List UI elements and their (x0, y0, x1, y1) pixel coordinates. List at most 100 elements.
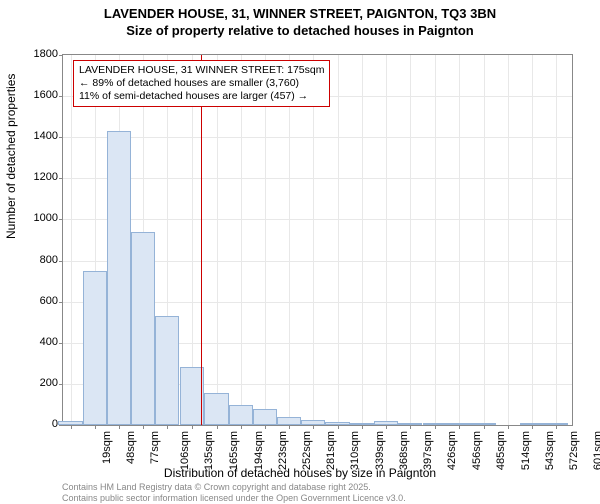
x-tick-mark (484, 425, 485, 429)
y-tick-mark (59, 261, 63, 262)
histogram-bar (58, 421, 82, 425)
x-tick-label: 48sqm (125, 431, 137, 464)
x-tick-label: 194sqm (253, 431, 265, 470)
y-tick-mark (59, 343, 63, 344)
gridline-v (435, 55, 436, 425)
x-tick-mark (435, 425, 436, 429)
gridline-v (386, 55, 387, 425)
x-tick-label: 485sqm (495, 431, 507, 470)
x-tick-mark (95, 425, 96, 429)
y-tick-label: 1600 (18, 89, 58, 101)
gridline-v (556, 55, 557, 425)
x-tick-mark (143, 425, 144, 429)
histogram-bar (204, 393, 228, 425)
x-tick-mark (119, 425, 120, 429)
x-tick-label: 77sqm (149, 431, 161, 464)
reference-line (201, 55, 202, 425)
gridline-v (265, 55, 266, 425)
histogram-bar (447, 423, 471, 425)
y-tick-label: 1400 (18, 130, 58, 142)
title-line1: LAVENDER HOUSE, 31, WINNER STREET, PAIGN… (104, 6, 496, 21)
histogram-bar (520, 423, 544, 425)
gridline-v (217, 55, 218, 425)
x-tick-mark (362, 425, 363, 429)
x-tick-label: 106sqm (179, 431, 191, 470)
x-tick-mark (508, 425, 509, 429)
y-tick-label: 1800 (18, 48, 58, 60)
x-tick-mark (265, 425, 266, 429)
x-tick-label: 310sqm (349, 431, 361, 470)
x-tick-label: 368sqm (398, 431, 410, 470)
x-tick-mark (241, 425, 242, 429)
y-axis-label: Number of detached properties (4, 74, 18, 239)
footer-attribution: Contains HM Land Registry data © Crown c… (62, 482, 406, 504)
y-tick-mark (59, 219, 63, 220)
histogram-bar (155, 316, 179, 425)
y-tick-mark (59, 137, 63, 138)
gridline-v (532, 55, 533, 425)
chart-container: LAVENDER HOUSE, 31, WINNER STREET, PAIGN… (0, 0, 600, 500)
x-tick-mark (459, 425, 460, 429)
x-tick-mark (410, 425, 411, 429)
y-tick-label: 1000 (18, 212, 58, 224)
gridline-v (338, 55, 339, 425)
histogram-bar (423, 423, 447, 425)
histogram-bar (83, 271, 107, 425)
x-tick-mark (338, 425, 339, 429)
x-tick-label: 543sqm (544, 431, 556, 470)
chart-title: LAVENDER HOUSE, 31, WINNER STREET, PAIGN… (0, 0, 600, 40)
gridline-v (313, 55, 314, 425)
y-tick-label: 0 (18, 418, 58, 430)
y-tick-mark (59, 302, 63, 303)
x-tick-mark (217, 425, 218, 429)
gridline-v (484, 55, 485, 425)
histogram-bar (107, 131, 131, 425)
x-tick-label: 397sqm (422, 431, 434, 470)
histogram-bar (471, 423, 495, 425)
histogram-bar (325, 422, 349, 425)
gridline-v (241, 55, 242, 425)
title-line2: Size of property relative to detached ho… (126, 23, 473, 38)
histogram-bar (131, 232, 155, 425)
y-tick-mark (59, 425, 63, 426)
x-tick-mark (289, 425, 290, 429)
annotation-box: LAVENDER HOUSE, 31 WINNER STREET: 175sqm… (73, 60, 330, 107)
y-tick-mark (59, 178, 63, 179)
y-tick-label: 800 (18, 254, 58, 266)
x-tick-mark (167, 425, 168, 429)
x-tick-label: 165sqm (228, 431, 240, 470)
y-tick-label: 1200 (18, 171, 58, 183)
histogram-bar (350, 423, 374, 425)
annotation-line2: ← 89% of detached houses are smaller (3,… (79, 77, 299, 89)
histogram-bar (229, 405, 253, 425)
histogram-bar (374, 421, 398, 425)
x-tick-label: 252sqm (301, 431, 313, 470)
footer-line2: Contains public sector information licen… (62, 493, 406, 503)
x-tick-label: 456sqm (471, 431, 483, 470)
x-tick-mark (71, 425, 72, 429)
gridline-h (63, 219, 572, 220)
x-tick-label: 514sqm (520, 431, 532, 470)
x-axis-label: Distribution of detached houses by size … (0, 466, 600, 480)
plot-area: 19sqm48sqm77sqm106sqm135sqm165sqm194sqm2… (62, 54, 573, 426)
gridline-v (289, 55, 290, 425)
gridline-v (508, 55, 509, 425)
y-tick-mark (59, 96, 63, 97)
x-tick-mark (556, 425, 557, 429)
x-tick-label: 572sqm (568, 431, 580, 470)
gridline-v (410, 55, 411, 425)
x-tick-mark (313, 425, 314, 429)
y-tick-label: 400 (18, 336, 58, 348)
x-tick-label: 135sqm (203, 431, 215, 470)
annotation-line3: 11% of semi-detached houses are larger (… (79, 90, 308, 102)
histogram-bar (253, 409, 277, 425)
gridline-h (63, 137, 572, 138)
x-tick-mark (386, 425, 387, 429)
x-tick-mark (532, 425, 533, 429)
x-tick-mark (192, 425, 193, 429)
histogram-bar (277, 417, 301, 425)
gridline-v (362, 55, 363, 425)
x-tick-label: 223sqm (277, 431, 289, 470)
x-tick-label: 426sqm (446, 431, 458, 470)
histogram-bar (301, 420, 325, 425)
